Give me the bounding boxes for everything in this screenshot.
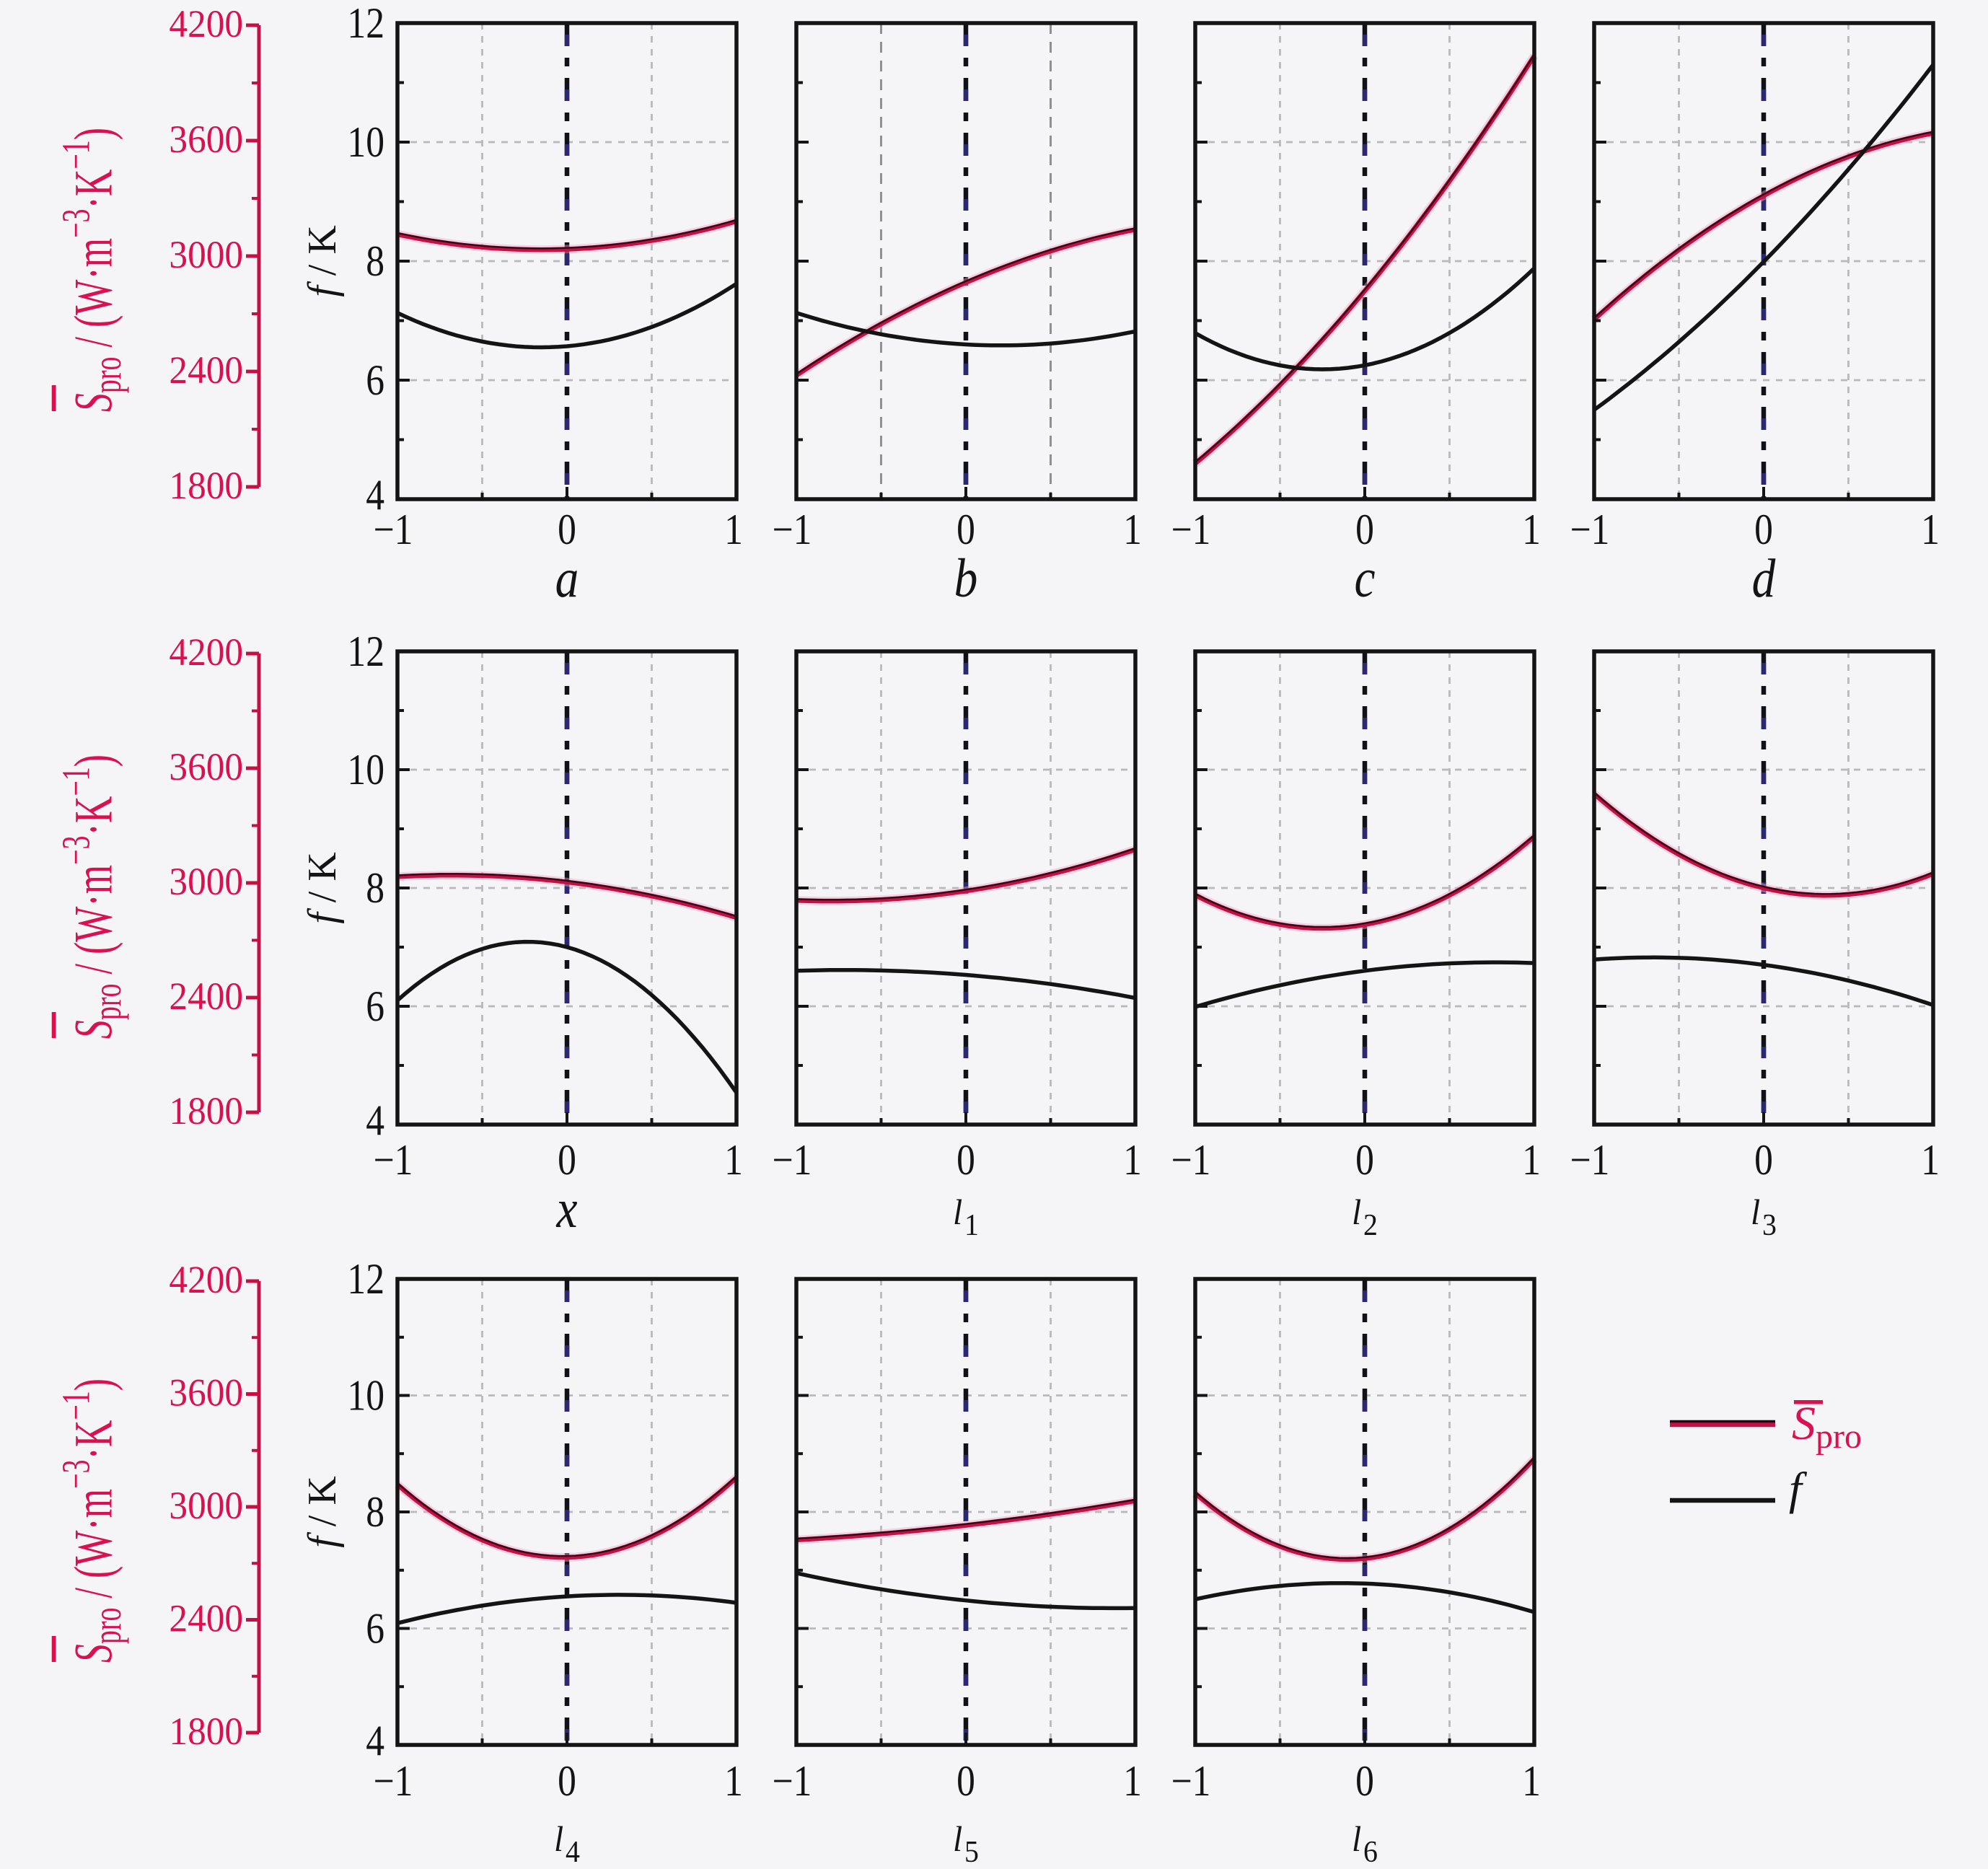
- svg-text:0: 0: [558, 1757, 576, 1805]
- svg-text:1800: 1800: [169, 1090, 243, 1133]
- svg-text:6: 6: [366, 1605, 384, 1653]
- svg-text:d: d: [1752, 549, 1776, 610]
- svg-text:0: 0: [1355, 506, 1374, 553]
- svg-text:8: 8: [366, 1488, 384, 1536]
- svg-text:Spro / (W·m−3·K−1): Spro / (W·m−3·K−1): [55, 1378, 130, 1663]
- svg-text:l6: l6: [1352, 1819, 1378, 1868]
- svg-text:Spro: Spro: [1792, 1397, 1862, 1456]
- svg-text:−1: −1: [1171, 1757, 1211, 1805]
- svg-text:0: 0: [558, 506, 576, 553]
- svg-text:3600: 3600: [169, 746, 243, 788]
- svg-text:3000: 3000: [169, 234, 243, 276]
- svg-text:2400: 2400: [169, 349, 243, 392]
- svg-text:0: 0: [956, 1136, 975, 1184]
- svg-text:l1: l1: [953, 1192, 979, 1241]
- svg-text:−1: −1: [374, 506, 413, 553]
- svg-text:−1: −1: [773, 506, 812, 553]
- svg-text:1800: 1800: [169, 465, 243, 507]
- svg-text:4200: 4200: [169, 3, 243, 45]
- svg-text:4: 4: [366, 471, 384, 519]
- svg-text:3600: 3600: [169, 1371, 243, 1414]
- svg-text:−1: −1: [1171, 1136, 1211, 1184]
- svg-text:Spro / (W·m−3·K−1): Spro / (W·m−3·K−1): [55, 128, 130, 412]
- svg-text:0: 0: [558, 1136, 576, 1184]
- svg-text:1: 1: [1921, 1136, 1940, 1184]
- svg-text:2400: 2400: [169, 975, 243, 1018]
- svg-text:4200: 4200: [169, 1259, 243, 1301]
- svg-text:3600: 3600: [169, 118, 243, 161]
- svg-text:1: 1: [1123, 1136, 1142, 1184]
- svg-text:1: 1: [1921, 506, 1940, 553]
- svg-text:1: 1: [1522, 1757, 1541, 1805]
- svg-text:−1: −1: [374, 1757, 413, 1805]
- svg-text:1: 1: [724, 506, 743, 553]
- svg-text:10: 10: [347, 1372, 384, 1420]
- svg-text:−1: −1: [773, 1757, 812, 1805]
- svg-text:8: 8: [366, 864, 384, 912]
- svg-text:1: 1: [1522, 1136, 1541, 1184]
- svg-text:l4: l4: [554, 1819, 580, 1868]
- svg-text:12: 12: [347, 0, 384, 48]
- svg-text:12: 12: [347, 1255, 384, 1303]
- svg-text:2400: 2400: [169, 1597, 243, 1640]
- svg-text:6: 6: [366, 356, 384, 404]
- svg-text:x: x: [556, 1179, 578, 1240]
- svg-text:f / K: f / K: [300, 852, 345, 924]
- svg-text:0: 0: [1355, 1757, 1374, 1805]
- svg-text:3000: 3000: [169, 861, 243, 903]
- svg-text:c: c: [1354, 549, 1375, 610]
- svg-text:f / K: f / K: [300, 225, 345, 297]
- svg-text:0: 0: [1355, 1136, 1374, 1184]
- svg-text:−1: −1: [1570, 1136, 1610, 1184]
- svg-text:10: 10: [347, 118, 384, 166]
- svg-text:10: 10: [347, 746, 384, 793]
- svg-text:12: 12: [347, 628, 384, 675]
- svg-text:8: 8: [366, 237, 384, 285]
- svg-text:0: 0: [1754, 506, 1773, 553]
- svg-text:−1: −1: [1171, 506, 1211, 553]
- svg-text:1: 1: [1123, 1757, 1142, 1805]
- svg-text:Spro / (W·m−3·K−1): Spro / (W·m−3·K−1): [55, 755, 130, 1039]
- svg-text:f / K: f / K: [300, 1476, 345, 1548]
- svg-text:−1: −1: [374, 1136, 413, 1184]
- svg-text:1: 1: [1522, 506, 1541, 553]
- svg-text:3000: 3000: [169, 1485, 243, 1527]
- svg-text:l2: l2: [1352, 1192, 1378, 1241]
- svg-text:1: 1: [724, 1136, 743, 1184]
- svg-text:4200: 4200: [169, 631, 243, 674]
- svg-text:6: 6: [366, 982, 384, 1030]
- svg-text:0: 0: [956, 506, 975, 553]
- svg-text:4: 4: [366, 1717, 384, 1764]
- svg-text:l3: l3: [1751, 1192, 1777, 1241]
- svg-text:0: 0: [1754, 1136, 1773, 1184]
- svg-text:a: a: [555, 549, 579, 610]
- svg-text:1: 1: [1123, 506, 1142, 553]
- svg-text:−1: −1: [773, 1136, 812, 1184]
- svg-text:l5: l5: [953, 1819, 979, 1868]
- svg-text:0: 0: [956, 1757, 975, 1805]
- svg-text:−1: −1: [1570, 506, 1610, 553]
- svg-text:4: 4: [366, 1096, 384, 1144]
- svg-text:b: b: [954, 549, 978, 610]
- svg-text:1800: 1800: [169, 1710, 243, 1753]
- svg-text:1: 1: [724, 1757, 743, 1805]
